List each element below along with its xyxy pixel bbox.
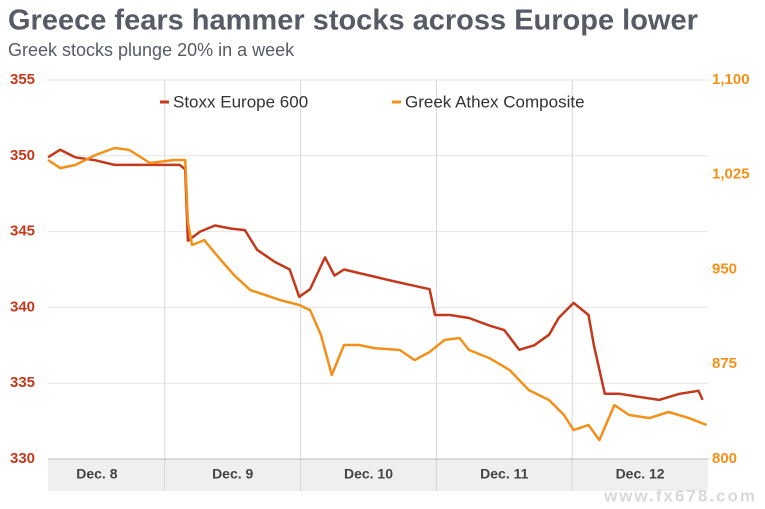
y-tick-label: 335 (10, 374, 35, 391)
y2-tick-label: 875 (712, 355, 737, 372)
y-tick-label: 345 (10, 223, 35, 240)
x-tick-label: Dec. 9 (212, 466, 253, 482)
y-tick-label: 355 (10, 71, 35, 88)
x-tick-label: Dec. 10 (344, 466, 393, 482)
x-tick-label: Dec. 8 (76, 466, 117, 482)
watermark: www.fx678.com (603, 486, 757, 505)
chart-subtitle: Greek stocks plunge 20% in a week (8, 40, 295, 60)
y2-tick-label: 950 (712, 260, 737, 277)
legend-label: Stoxx Europe 600 (173, 92, 308, 111)
legend-label: Greek Athex Composite (405, 92, 585, 111)
y-tick-label: 340 (10, 298, 35, 315)
y-tick-label: 350 (10, 147, 35, 164)
series-line (47, 146, 708, 442)
y2-tick-label: 1,100 (712, 71, 750, 88)
x-tick-label: Dec. 11 (480, 466, 528, 482)
y2-tick-label: 1,025 (712, 166, 750, 183)
chart-title: Greece fears hammer stocks across Europe… (8, 5, 698, 37)
y-tick-label: 330 (10, 450, 35, 467)
series-line (47, 148, 704, 402)
x-axis-band (48, 459, 708, 491)
x-tick-label: Dec. 12 (616, 466, 665, 482)
y2-tick-label: 800 (712, 450, 737, 467)
